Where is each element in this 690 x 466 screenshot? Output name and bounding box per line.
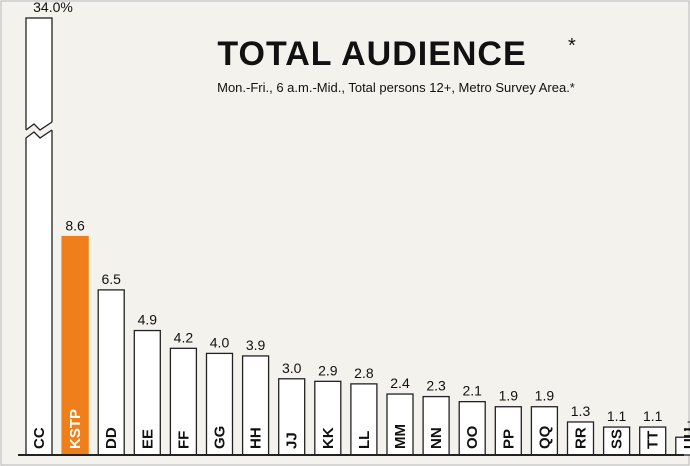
category-label-hh: HH [248, 427, 265, 449]
category-label-ee: EE [139, 429, 156, 449]
value-label-kstp: 8.6 [65, 218, 85, 234]
category-label-ll: LL [356, 431, 373, 449]
category-label-rr: RR [573, 427, 590, 449]
category-label-oo: OO [464, 425, 481, 449]
axis-break-line-top [25, 121, 53, 131]
category-label-qq: QQ [536, 425, 553, 449]
category-label-uu: UU [681, 427, 690, 449]
value-label-rr: 1.3 [571, 403, 591, 419]
bar-hh [241, 355, 270, 456]
bar-dd [97, 289, 125, 456]
value-label-ll: 2.8 [354, 365, 374, 381]
category-label-nn: NN [428, 427, 445, 449]
bar-rr [566, 421, 595, 456]
value-label-pp: 1.9 [499, 388, 519, 404]
bar-tt [639, 426, 667, 456]
category-label-jj: JJ [284, 432, 301, 449]
bar-cc [25, 17, 53, 456]
category-label-pp: PP [500, 429, 517, 449]
value-label-kk: 2.9 [318, 362, 338, 378]
category-label-mm: MM [392, 424, 409, 449]
bar-ee [133, 329, 161, 456]
chart-subtitle: Mon.-Fri., 6 a.m.-Mid., Total persons 12… [217, 80, 575, 95]
value-label-nn: 2.3 [426, 378, 446, 394]
category-label-ss: SS [609, 429, 626, 449]
bar-uu [675, 436, 690, 456]
bars-group: 34.0% CC 8.6 KSTP 6.5 DD 4.9 EE 4.2 FF 4.0 GG 3.9 HH 3… [24, 0, 690, 456]
category-label-kstp: KSTP [67, 409, 84, 449]
value-label-hh: 3.9 [246, 337, 266, 353]
category-label-gg: GG [212, 426, 229, 449]
bar-ff [169, 347, 198, 456]
axis-break-line-bottom [25, 129, 53, 139]
bar-gg [205, 352, 234, 456]
value-label-cc: 34.0% [33, 0, 73, 15]
value-label-tt: 1.1 [643, 408, 663, 424]
chart-title: TOTAL AUDIENCE [217, 35, 526, 73]
value-label-ee: 4.9 [138, 312, 158, 328]
value-label-mm: 2.4 [390, 375, 410, 391]
value-label-ff: 4.2 [174, 329, 194, 345]
title-asterisk: * [568, 35, 576, 57]
category-label-kk: KK [320, 427, 337, 449]
category-label-dd: DD [103, 427, 120, 449]
value-label-uu: .7 [683, 418, 690, 434]
value-label-gg: 4.0 [210, 334, 230, 350]
value-label-ss: 1.1 [607, 408, 627, 424]
value-label-jj: 3.0 [282, 360, 302, 376]
category-label-cc: CC [31, 427, 48, 449]
value-label-oo: 2.1 [462, 383, 482, 399]
bar-kstp [61, 235, 89, 456]
value-label-qq: 1.9 [535, 388, 555, 404]
category-label-ff: FF [175, 431, 192, 449]
bar-ll [350, 383, 378, 456]
value-label-dd: 6.5 [101, 271, 121, 287]
bar-mm [386, 393, 414, 456]
category-label-tt: TT [645, 431, 662, 449]
